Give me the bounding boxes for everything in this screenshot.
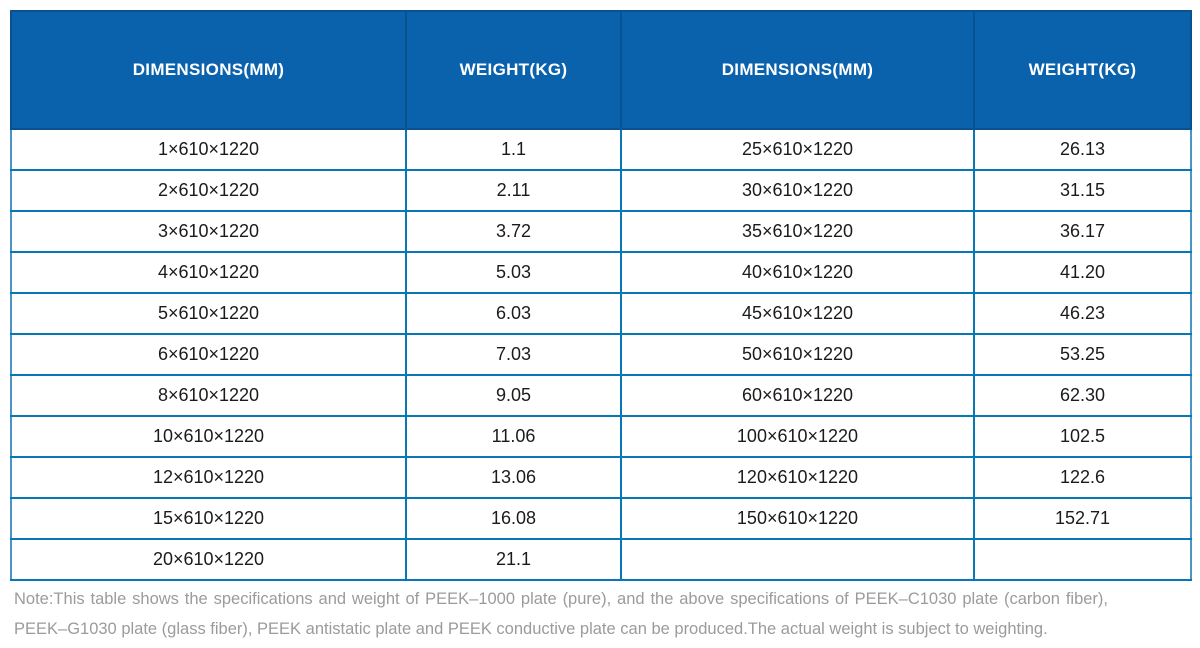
table-cell: 62.30: [973, 374, 1192, 417]
table-cell: 100×610×1220: [620, 415, 975, 458]
table-cell: 30×610×1220: [620, 169, 975, 212]
table-cell: 25×610×1220: [620, 128, 975, 171]
table-cell: 60×610×1220: [620, 374, 975, 417]
header-row: DIMENSIONS(MM) WEIGHT(KG) DIMENSIONS(MM)…: [10, 10, 1192, 130]
table-cell: 13.06: [405, 456, 622, 499]
table-cell: 2.11: [405, 169, 622, 212]
table-cell: 20×610×1220: [10, 538, 407, 581]
table-row: 12×610×1220 13.06 120×610×1220 122.6: [10, 456, 1192, 499]
spec-table: DIMENSIONS(MM) WEIGHT(KG) DIMENSIONS(MM)…: [10, 10, 1192, 581]
table-row: 10×610×1220 11.06 100×610×1220 102.5: [10, 415, 1192, 458]
table-cell: 31.15: [973, 169, 1192, 212]
table-cell: 50×610×1220: [620, 333, 975, 376]
table-cell: 36.17: [973, 210, 1192, 253]
table-cell: [620, 538, 975, 581]
table-row: 2×610×1220 2.11 30×610×1220 31.15: [10, 169, 1192, 212]
table-cell: 6.03: [405, 292, 622, 335]
table-row: 6×610×1220 7.03 50×610×1220 53.25: [10, 333, 1192, 376]
table-cell: 21.1: [405, 538, 622, 581]
table-cell: 5.03: [405, 251, 622, 294]
table-cell: 5×610×1220: [10, 292, 407, 335]
table-row: 4×610×1220 5.03 40×610×1220 41.20: [10, 251, 1192, 294]
table-row: 5×610×1220 6.03 45×610×1220 46.23: [10, 292, 1192, 335]
table-row: 1×610×1220 1.1 25×610×1220 26.13: [10, 128, 1192, 171]
table-cell: 150×610×1220: [620, 497, 975, 540]
column-header-dimensions-right: DIMENSIONS(MM): [620, 10, 975, 130]
table-row: 8×610×1220 9.05 60×610×1220 62.30: [10, 374, 1192, 417]
table-cell: 4×610×1220: [10, 251, 407, 294]
column-header-weight-right: WEIGHT(KG): [973, 10, 1192, 130]
table-cell: 102.5: [973, 415, 1192, 458]
table-cell: 16.08: [405, 497, 622, 540]
table-cell: 26.13: [973, 128, 1192, 171]
table-cell: 46.23: [973, 292, 1192, 335]
table-cell: 40×610×1220: [620, 251, 975, 294]
table-cell: 3×610×1220: [10, 210, 407, 253]
table-cell: 6×610×1220: [10, 333, 407, 376]
note-line-1: Note:This table shows the specifications…: [14, 590, 1108, 608]
table-cell: 152.71: [973, 497, 1192, 540]
table-cell: 12×610×1220: [10, 456, 407, 499]
table-cell: 7.03: [405, 333, 622, 376]
table-cell: 41.20: [973, 251, 1192, 294]
table-row: 20×610×1220 21.1: [10, 538, 1192, 581]
table-cell: [973, 538, 1192, 581]
table-cell: 53.25: [973, 333, 1192, 376]
table-cell: 1×610×1220: [10, 128, 407, 171]
note-text: Note:This table shows the specifications…: [14, 584, 1108, 644]
table-cell: 9.05: [405, 374, 622, 417]
table-cell: 2×610×1220: [10, 169, 407, 212]
table-cell: 1.1: [405, 128, 622, 171]
column-header-dimensions-left: DIMENSIONS(MM): [10, 10, 407, 130]
table-row: 3×610×1220 3.72 35×610×1220 36.17: [10, 210, 1192, 253]
table-cell: 10×610×1220: [10, 415, 407, 458]
table-cell: 45×610×1220: [620, 292, 975, 335]
column-header-weight-left: WEIGHT(KG): [405, 10, 622, 130]
table-body: 1×610×1220 1.1 25×610×1220 26.13 2×610×1220 2…: [10, 128, 1192, 581]
table-header: DIMENSIONS(MM) WEIGHT(KG) DIMENSIONS(MM)…: [10, 10, 1192, 130]
table-row: 15×610×1220 16.08 150×610×1220 152.71: [10, 497, 1192, 540]
table-cell: 35×610×1220: [620, 210, 975, 253]
note-line-2: PEEK–G1030 plate (glass fiber), PEEK ant…: [14, 620, 1048, 638]
table-cell: 122.6: [973, 456, 1192, 499]
table-cell: 11.06: [405, 415, 622, 458]
table-cell: 3.72: [405, 210, 622, 253]
table-cell: 8×610×1220: [10, 374, 407, 417]
table-cell: 120×610×1220: [620, 456, 975, 499]
table-cell: 15×610×1220: [10, 497, 407, 540]
